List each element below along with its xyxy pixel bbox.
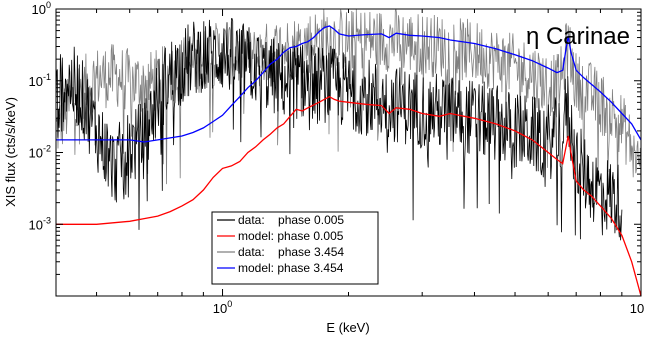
series-line-1 (55, 17, 623, 241)
y-tick-label-1: 10-2 (29, 144, 51, 161)
ticks-layer: 100 10 10-3 10-2 10-1 100 (29, 0, 645, 316)
series-line-2 (56, 95, 642, 297)
legend-label-1: model: phase 0.005 (238, 229, 344, 243)
chart-annotation: η Carinae (526, 23, 630, 50)
x-tick-label-0: 100 (213, 299, 232, 316)
series-line-3 (56, 25, 642, 143)
y-tick-label-3: 100 (32, 0, 51, 17)
legend-label-2: data: phase 3.454 (238, 245, 344, 259)
y-axis-label: XIS flux (cts/s/keV) (3, 97, 18, 207)
y-tick-label-0: 10-3 (29, 215, 51, 232)
y-tick-label-2: 10-1 (29, 72, 51, 89)
legend-label-0: data: phase 0.005 (238, 213, 344, 227)
legend-box (211, 211, 379, 285)
legend-label-3: model: phase 3.454 (238, 261, 344, 275)
legend: data: phase 0.005 model: phase 0.005 data:… (211, 211, 379, 285)
x-tick-label-1: 10 (630, 301, 644, 316)
series-layer (55, 8, 642, 297)
x-axis-label: E (keV) (326, 320, 369, 335)
